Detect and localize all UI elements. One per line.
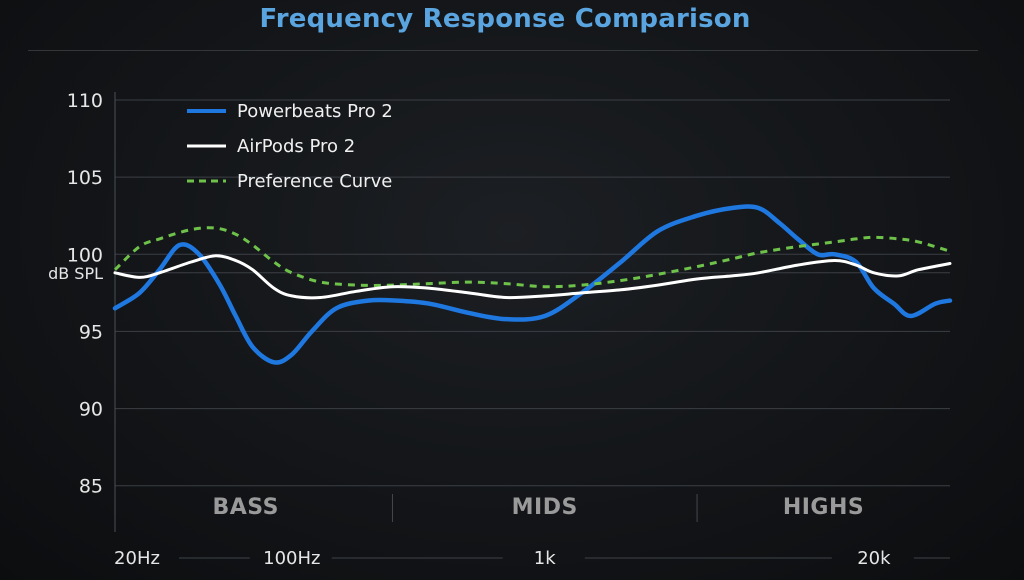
y-axis-label: dB SPL — [48, 264, 103, 283]
series-line-airpods-pro-2 — [113, 254, 952, 300]
series-lines — [112, 204, 953, 365]
region-label-highs: HIGHS — [783, 495, 864, 520]
y-tick-label-110: 110 — [67, 90, 103, 112]
legend-label-preference-curve: Preference Curve — [237, 171, 392, 192]
y-tick-label-95: 95 — [79, 321, 103, 343]
legend: Powerbeats Pro 2 AirPods Pro 2 Preference … — [187, 101, 393, 192]
y-tick-label-90: 90 — [79, 399, 103, 421]
region-separators: BASS MIDS HIGHS — [212, 494, 864, 522]
legend-label-powerbeats-pro-2: Powerbeats Pro 2 — [237, 101, 393, 122]
series-line-preference-curve — [113, 226, 951, 289]
x-tick-label-100Hz: 100Hz — [263, 548, 320, 569]
axes: 85 90 95 100 105 110 dB SPL 20Hz 100Hz 1k 20k — [48, 90, 950, 569]
x-tick-label-1k: 1k — [534, 548, 556, 569]
series-line-powerbeats-pro-2 — [112, 204, 953, 365]
y-tick-label-105: 105 — [67, 167, 103, 189]
region-label-bass: BASS — [212, 495, 279, 520]
region-label-mids: MIDS — [512, 495, 578, 520]
grid-lines — [115, 99, 950, 487]
y-tick-label-85: 85 — [79, 476, 103, 498]
x-tick-label-20Hz: 20Hz — [114, 548, 160, 569]
title-divider — [28, 50, 978, 51]
x-tick-label-20k: 20k — [857, 548, 891, 569]
y-tick-label-100: 100 — [67, 244, 103, 266]
legend-label-airpods-pro-2: AirPods Pro 2 — [237, 136, 355, 157]
chart-title: Frequency Response Comparison — [259, 4, 751, 34]
